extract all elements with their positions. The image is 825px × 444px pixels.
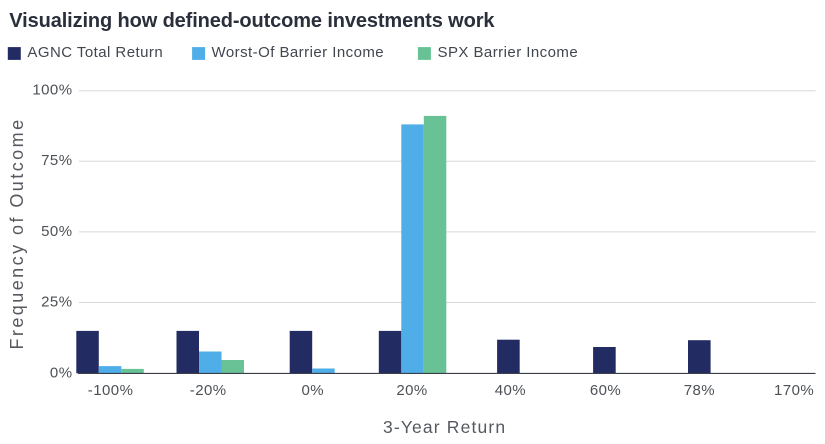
- svg-text:100%: 100%: [32, 82, 72, 99]
- svg-text:50%: 50%: [41, 223, 72, 240]
- svg-text:-20%: -20%: [190, 382, 227, 399]
- svg-text:0%: 0%: [302, 382, 325, 399]
- svg-text:78%: 78%: [684, 382, 715, 399]
- svg-text:Worst-Of Barrier Income: Worst-Of Barrier Income: [212, 44, 385, 61]
- svg-text:60%: 60%: [590, 382, 621, 399]
- svg-text:3-Year Return: 3-Year Return: [383, 417, 506, 437]
- svg-text:40%: 40%: [495, 382, 526, 399]
- svg-text:20%: 20%: [396, 382, 427, 399]
- svg-text:SPX Barrier Income: SPX Barrier Income: [438, 44, 579, 61]
- svg-text:75%: 75%: [41, 152, 72, 169]
- svg-text:170%: 170%: [774, 382, 814, 399]
- svg-text:-100%: -100%: [88, 382, 134, 399]
- svg-text:0%: 0%: [50, 364, 73, 381]
- svg-text:25%: 25%: [41, 293, 72, 310]
- svg-text:Frequency of Outcome: Frequency of Outcome: [7, 117, 27, 349]
- svg-text:Visualizing how defined-outcom: Visualizing how defined-outcome investme…: [9, 10, 495, 32]
- svg-text:AGNC Total Return: AGNC Total Return: [27, 44, 163, 61]
